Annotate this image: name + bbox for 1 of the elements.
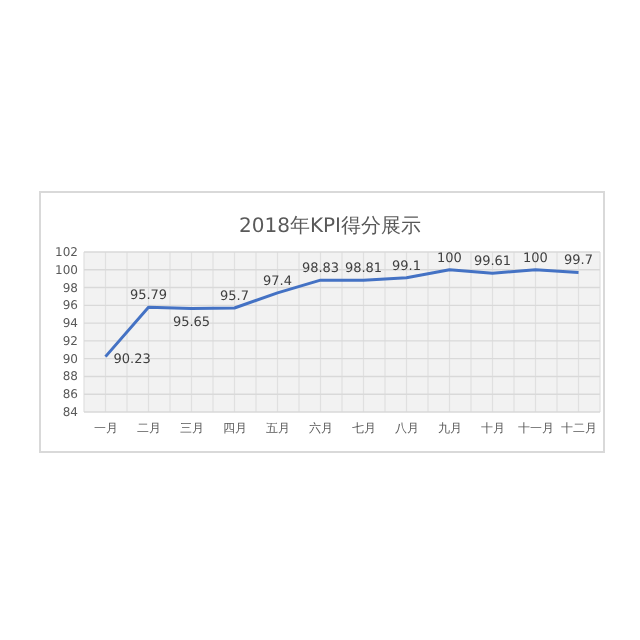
chart-title: 2018年KPI得分展示 [239,214,421,238]
